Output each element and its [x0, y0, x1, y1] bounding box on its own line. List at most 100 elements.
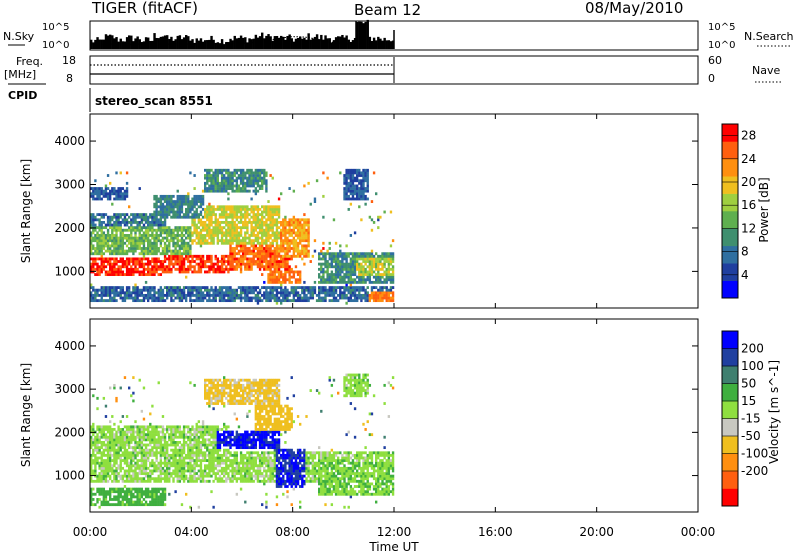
heat-cell: [197, 194, 201, 198]
heat-cell: [290, 254, 293, 258]
heat-cell: [178, 472, 182, 475]
heat-cell: [193, 218, 196, 222]
heat-cell: [136, 451, 139, 455]
heat-cell: [115, 456, 118, 460]
heat-cell: [174, 244, 177, 248]
heat-cell: [204, 288, 207, 292]
heat-cell: [109, 239, 112, 243]
heat-cell: [149, 270, 152, 274]
heat-cell: [144, 293, 148, 297]
heat-cell: [170, 252, 173, 256]
heat-cell: [252, 226, 255, 230]
nsky-bar: [305, 39, 308, 49]
heat-cell: [362, 252, 365, 256]
heat-cell: [208, 260, 211, 263]
heat-cell: [182, 435, 186, 439]
heat-cell: [92, 286, 95, 290]
heat-cell: [157, 267, 160, 271]
heat-cell: [187, 247, 190, 250]
heat-cell: [256, 299, 260, 303]
heat-cell: [227, 257, 230, 261]
heat-cell: [100, 247, 103, 250]
heat-cell: [182, 443, 186, 447]
heat-cell: [98, 267, 101, 271]
nsky-bar: [147, 37, 150, 49]
heat-cell: [349, 288, 353, 292]
heat-cell: [223, 213, 226, 217]
heat-cell: [130, 228, 133, 232]
heat-cell: [100, 223, 103, 227]
heat-cell: [227, 260, 230, 263]
heat-cell: [337, 273, 340, 276]
heat-cell: [113, 451, 116, 455]
heat-cell: [235, 288, 239, 292]
heat-cell: [330, 286, 334, 290]
heat-cell: [208, 241, 211, 245]
heat-cell: [233, 207, 236, 211]
heat-cell: [151, 293, 154, 297]
heat-cell: [366, 257, 369, 261]
heat-cell: [149, 443, 152, 447]
heat-cell: [138, 234, 141, 237]
heat-cell: [303, 223, 306, 227]
heat-cell: [96, 500, 99, 504]
heat-cell: [368, 215, 372, 219]
heat-cell: [182, 249, 186, 253]
heat-cell: [147, 433, 150, 437]
heat-cell: [210, 181, 213, 185]
heat-cell: [267, 275, 270, 279]
heat-cell: [149, 435, 152, 439]
heat-cell: [239, 231, 243, 235]
heat-cell: [343, 262, 346, 266]
heat-cell: [290, 270, 293, 274]
heat-cell: [220, 286, 224, 290]
heat-cell: [265, 249, 268, 253]
heat-cell: [360, 189, 363, 193]
heat-cell: [269, 236, 272, 240]
heat-cell: [182, 461, 186, 465]
heat-cell: [102, 503, 106, 507]
heat-cell: [282, 265, 285, 269]
heat-cell: [159, 234, 163, 237]
heat-cell: [106, 187, 110, 190]
heat-cell: [290, 275, 293, 279]
heat-cell: [153, 503, 156, 507]
heat-cell: [113, 459, 116, 462]
heat-cell: [94, 179, 97, 183]
heat-cell: [343, 176, 346, 180]
heat-cell: [258, 171, 262, 175]
nsky-bar: [288, 34, 291, 49]
heat-cell: [250, 296, 253, 300]
heat-cell: [290, 286, 293, 290]
heat-cell: [235, 265, 239, 269]
heat-cell: [256, 247, 260, 250]
heat-cell: [187, 200, 190, 203]
heat-cell: [117, 479, 120, 483]
heat-cell: [318, 288, 321, 292]
heat-cell: [178, 194, 182, 198]
heat-cell: [140, 495, 144, 499]
heat-cell: [258, 249, 262, 253]
heat-cell: [341, 293, 344, 297]
heat-cell: [166, 461, 169, 465]
heat-cell: [153, 446, 156, 450]
heat-cell: [157, 234, 160, 237]
heat-cell: [132, 247, 135, 250]
heat-cell: [187, 257, 190, 261]
heat-cell: [128, 286, 131, 290]
heat-cell: [208, 220, 211, 224]
heat-cell: [368, 278, 372, 282]
heat-cell: [318, 280, 321, 284]
heat-cell: [121, 477, 125, 481]
heat-cell: [292, 218, 296, 222]
heat-cell: [166, 441, 169, 444]
heat-cell: [258, 288, 262, 292]
heat-cell: [136, 241, 139, 245]
heat-cell: [130, 446, 133, 450]
heat-cell: [242, 247, 245, 250]
heat-cell: [258, 226, 262, 230]
heat-cell: [170, 464, 173, 468]
heat-cell: [168, 231, 171, 235]
heat-cell: [233, 288, 236, 292]
heat-cell: [231, 231, 234, 235]
